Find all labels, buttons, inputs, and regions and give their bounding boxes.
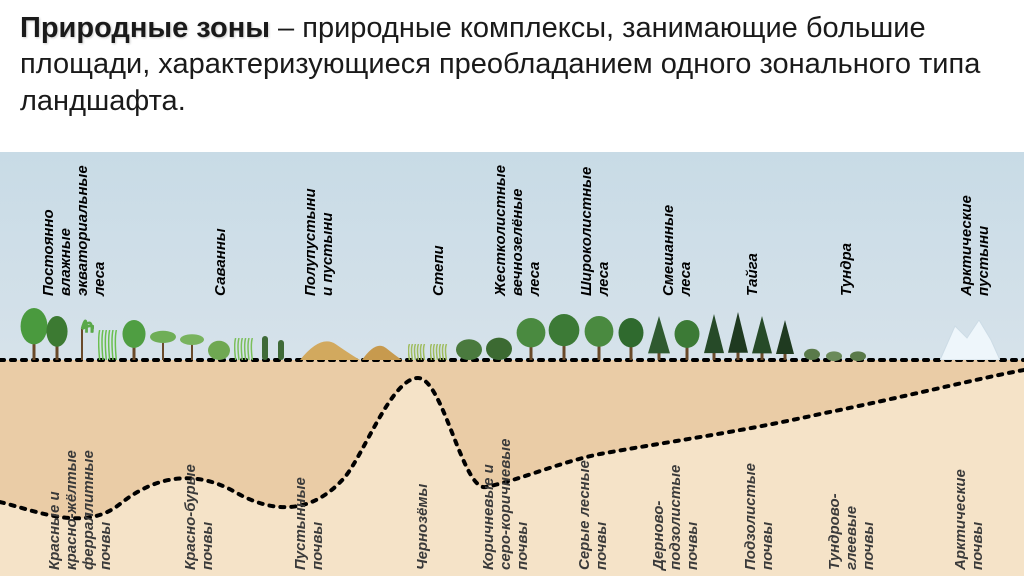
soil-label: Подзолистые почвы [742, 402, 776, 570]
soil-labels: Красные и красно-жёлтые ферраллитные поч… [0, 402, 1024, 570]
vegetation-grass-icon [234, 338, 254, 360]
vegetation-conifer-icon [728, 312, 748, 360]
vegetation-shrub-icon [804, 346, 820, 360]
vegetation-dune-icon [362, 340, 402, 360]
vegetation-grass-icon [430, 344, 448, 360]
vegetation-conifer-icon [704, 314, 724, 360]
zone-label: Смешанные леса [660, 156, 694, 296]
zone-label: Саванны [212, 156, 229, 296]
vegetation-cactus-icon [260, 336, 270, 360]
zone-label: Широколистные леса [578, 156, 612, 296]
vegetation-conifer-icon [752, 316, 772, 360]
vegetation-conifer-icon [648, 316, 670, 360]
zone-label: Тундра [838, 156, 855, 296]
title-block: Природные зоны – природные комплексы, за… [20, 10, 1012, 119]
vegetation-shrub-icon [850, 348, 866, 360]
vegetation-dune-icon [300, 334, 360, 360]
vegetation-shrub-icon [486, 332, 512, 360]
vegetation-broadleaf-icon [122, 320, 146, 360]
vegetation-ice-icon [940, 320, 1000, 360]
vegetation-palm-icon [70, 312, 94, 360]
vegetation-broadleaf-icon [516, 318, 546, 360]
vegetation-shrub-icon [208, 336, 230, 360]
soil-label: Красные и красно-жёлтые ферраллитные поч… [46, 402, 114, 570]
soil-label: Чернозёмы [414, 402, 431, 570]
page: Природные зоны – природные комплексы, за… [0, 0, 1024, 576]
vegetation-broadleaf-icon [46, 316, 68, 360]
vegetation-broadleaf-icon [20, 308, 48, 360]
zone-label: Тайга [744, 156, 761, 296]
vegetation-grass-icon [98, 330, 118, 360]
zone-label: Полупустыни и пустыни [302, 156, 336, 296]
vegetation-acacia-icon [180, 330, 204, 360]
vegetation-band [0, 300, 1024, 360]
vegetation-shrub-icon [456, 334, 482, 360]
vegetation-grass-icon [408, 344, 426, 360]
vegetation-conifer-icon [776, 320, 794, 360]
title-term: Природные зоны [20, 12, 270, 44]
vegetation-acacia-icon [150, 326, 176, 360]
soil-label: Красно-бурые почвы [182, 402, 216, 570]
zone-label: Арктические пустыни [958, 156, 992, 296]
soil-label: Тундрово- глеевые почвы [826, 402, 877, 570]
vegetation-broadleaf-icon [618, 318, 644, 360]
soil-label: Серые лесные почвы [576, 402, 610, 570]
soil-label: Арктические почвы [952, 402, 986, 570]
soil-label: Дерново- подзолистые почвы [650, 402, 701, 570]
vegetation-cactus-icon [276, 340, 286, 360]
zone-labels: Постоянно влажные экваториальные леса Сав… [0, 156, 1024, 296]
vegetation-broadleaf-icon [584, 316, 614, 360]
vegetation-broadleaf-icon [674, 320, 700, 360]
zone-label: Постоянно влажные экваториальные леса [40, 156, 108, 296]
vegetation-broadleaf-icon [548, 314, 580, 360]
soil-label: Пустынные почвы [292, 402, 326, 570]
soil-label: Коричневые и серо-коричневые почвы [480, 402, 531, 570]
vegetation-shrub-icon [826, 348, 842, 360]
zone-label: Жестколистные вечнозелёные леса [492, 156, 543, 296]
zone-label: Степи [430, 156, 447, 296]
natural-zones-diagram: Постоянно влажные экваториальные леса Сав… [0, 152, 1024, 576]
